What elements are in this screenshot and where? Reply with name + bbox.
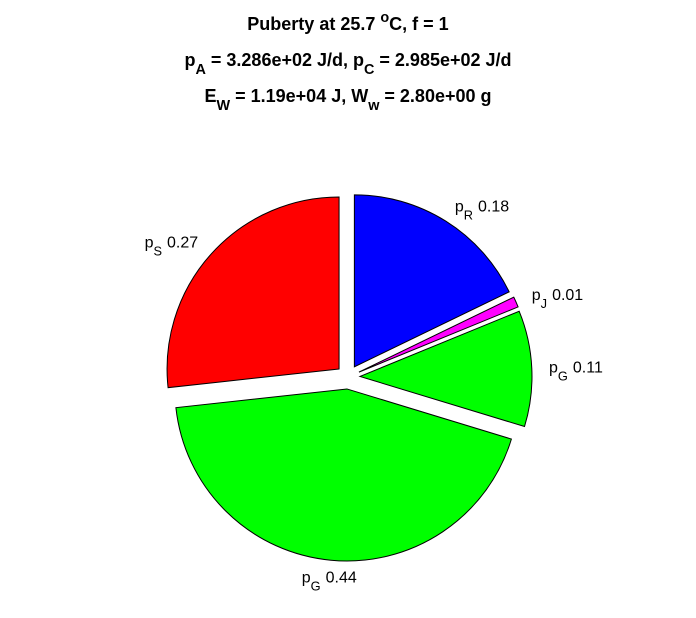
- text-run: = 3.286e+02 J/d, p: [206, 50, 364, 70]
- slice-value: 0.44: [326, 569, 357, 586]
- subscript: S: [153, 243, 162, 258]
- text-run: p: [532, 287, 541, 304]
- text-run: = 1.19e+04 J, W: [230, 86, 368, 106]
- text-run: p: [145, 235, 154, 252]
- chart-title: Puberty at 25.7 oC, f = 1 pA = 3.286e+02 …: [184, 10, 511, 114]
- slice: [353, 194, 510, 368]
- subscript: C: [364, 62, 374, 78]
- text-run: p: [302, 569, 311, 586]
- title-line: Puberty at 25.7 oC, f = 1: [247, 10, 448, 34]
- slice-label: pJ 0.01: [532, 287, 584, 311]
- subscript: A: [195, 62, 206, 78]
- subscript: w: [367, 98, 380, 114]
- slice: [358, 310, 533, 428]
- slice-label: pG 0.44: [302, 569, 357, 593]
- text-run: C, f = 1: [389, 14, 449, 34]
- text-run: p: [455, 198, 464, 215]
- subscript: G: [558, 368, 568, 383]
- text-run: E: [205, 86, 217, 106]
- slice: [358, 296, 519, 373]
- slice-value: 0.18: [478, 198, 509, 215]
- text-run: p: [184, 50, 195, 70]
- superscript: o: [380, 10, 389, 26]
- subscript: R: [464, 207, 473, 222]
- slice-value: 0.11: [573, 360, 603, 377]
- text-run: = 2.80e+00 g: [379, 86, 491, 106]
- text-run: p: [549, 360, 558, 377]
- subscript: W: [217, 98, 231, 114]
- subscript: G: [311, 578, 321, 593]
- slice-value: 0.27: [167, 235, 198, 252]
- subscript: J: [541, 295, 547, 310]
- slice-label: pS 0.27: [145, 235, 199, 258]
- slice: [175, 388, 513, 562]
- text-run: Puberty at 25.7: [247, 14, 380, 34]
- slice-label: pG 0.11: [549, 360, 603, 384]
- title-line: EW = 1.19e+04 J, Ww = 2.80e+00 g: [205, 86, 492, 114]
- pie: [166, 194, 533, 562]
- slice-label: pR 0.18: [455, 198, 509, 222]
- text-run: = 2.985e+02 J/d: [374, 50, 511, 70]
- slice-value: 0.01: [552, 287, 583, 304]
- slice: [166, 196, 340, 389]
- title-line: pA = 3.286e+02 J/d, pC = 2.985e+02 J/d: [184, 50, 511, 78]
